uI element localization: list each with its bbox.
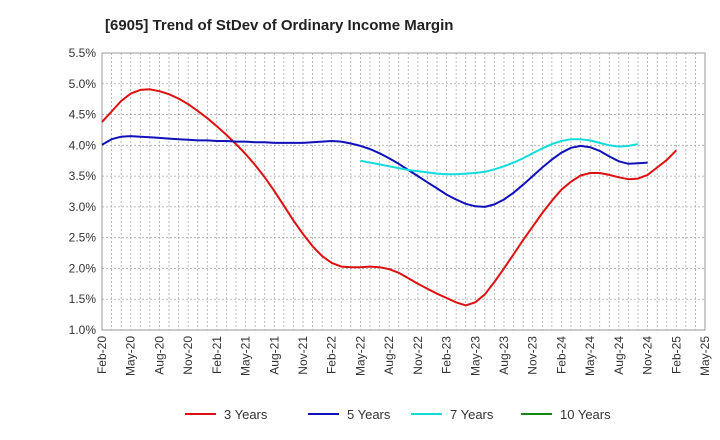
y-axis-ticks: 1.0% 1.5% 2.0% 2.5% 3.0% 3.5% 4.0% 4.5% 5.0% 5.5% [69,46,97,337]
x-tick-label: Nov-22 [411,336,425,375]
x-axis-ticks: Feb-20 May-20 Aug-20 Nov-20 Feb-21 May-21 Aug-… [95,336,712,376]
x-tick-label: Feb-22 [325,336,339,374]
y-tick-label: 2.5% [69,231,97,245]
x-tick-label: Nov-20 [181,336,195,375]
series-line-5-years [101,135,648,208]
y-tick-label: 3.5% [69,169,97,183]
y-tick-label: 1.0% [69,323,97,337]
y-tick-label: 4.0% [69,138,97,152]
series-group [101,88,678,307]
x-tick-label: Nov-24 [641,336,655,375]
x-tick-label: May-20 [124,336,138,376]
y-tick-label: 1.5% [69,292,97,306]
legend-label-7-years: 7 Years [450,407,494,422]
series-line-7-years [360,138,639,176]
legend-label-10-years: 10 Years [560,407,611,422]
x-tick-label: May-22 [353,336,367,376]
legend-label-3-years: 3 Years [224,407,268,422]
x-tick-label: Feb-25 [669,336,683,374]
x-tick-label: Feb-24 [554,336,568,374]
x-tick-label: Aug-20 [152,336,166,375]
y-tick-label: 5.0% [69,77,97,91]
y-tick-label: 4.5% [69,108,97,122]
x-tick-label: Aug-22 [382,336,396,375]
y-tick-label: 3.0% [69,200,97,214]
x-tick-label: Aug-21 [267,336,281,375]
x-tick-label: Feb-21 [210,336,224,374]
x-tick-label: May-23 [468,336,482,376]
x-tick-label: Aug-23 [497,336,511,375]
x-tick-label: Aug-24 [612,336,626,375]
y-tick-label: 5.5% [69,46,97,60]
x-tick-label: May-25 [698,336,712,376]
legend: 3 Years 5 Years 7 Years 10 Years [185,407,611,422]
x-tick-label: Nov-21 [296,336,310,375]
series-line-3-years [101,88,678,307]
x-tick-label: May-21 [239,336,253,376]
x-tick-label: Feb-23 [440,336,454,374]
chart-title: [6905] Trend of StDev of Ordinary Income… [105,17,453,34]
legend-label-5-years: 5 Years [347,407,391,422]
x-tick-label: Nov-23 [526,336,540,375]
x-tick-label: May-24 [583,336,597,376]
x-tick-label: Feb-20 [95,336,109,374]
plot-frame [101,52,706,331]
grid [101,52,706,331]
y-tick-label: 2.0% [69,261,97,275]
